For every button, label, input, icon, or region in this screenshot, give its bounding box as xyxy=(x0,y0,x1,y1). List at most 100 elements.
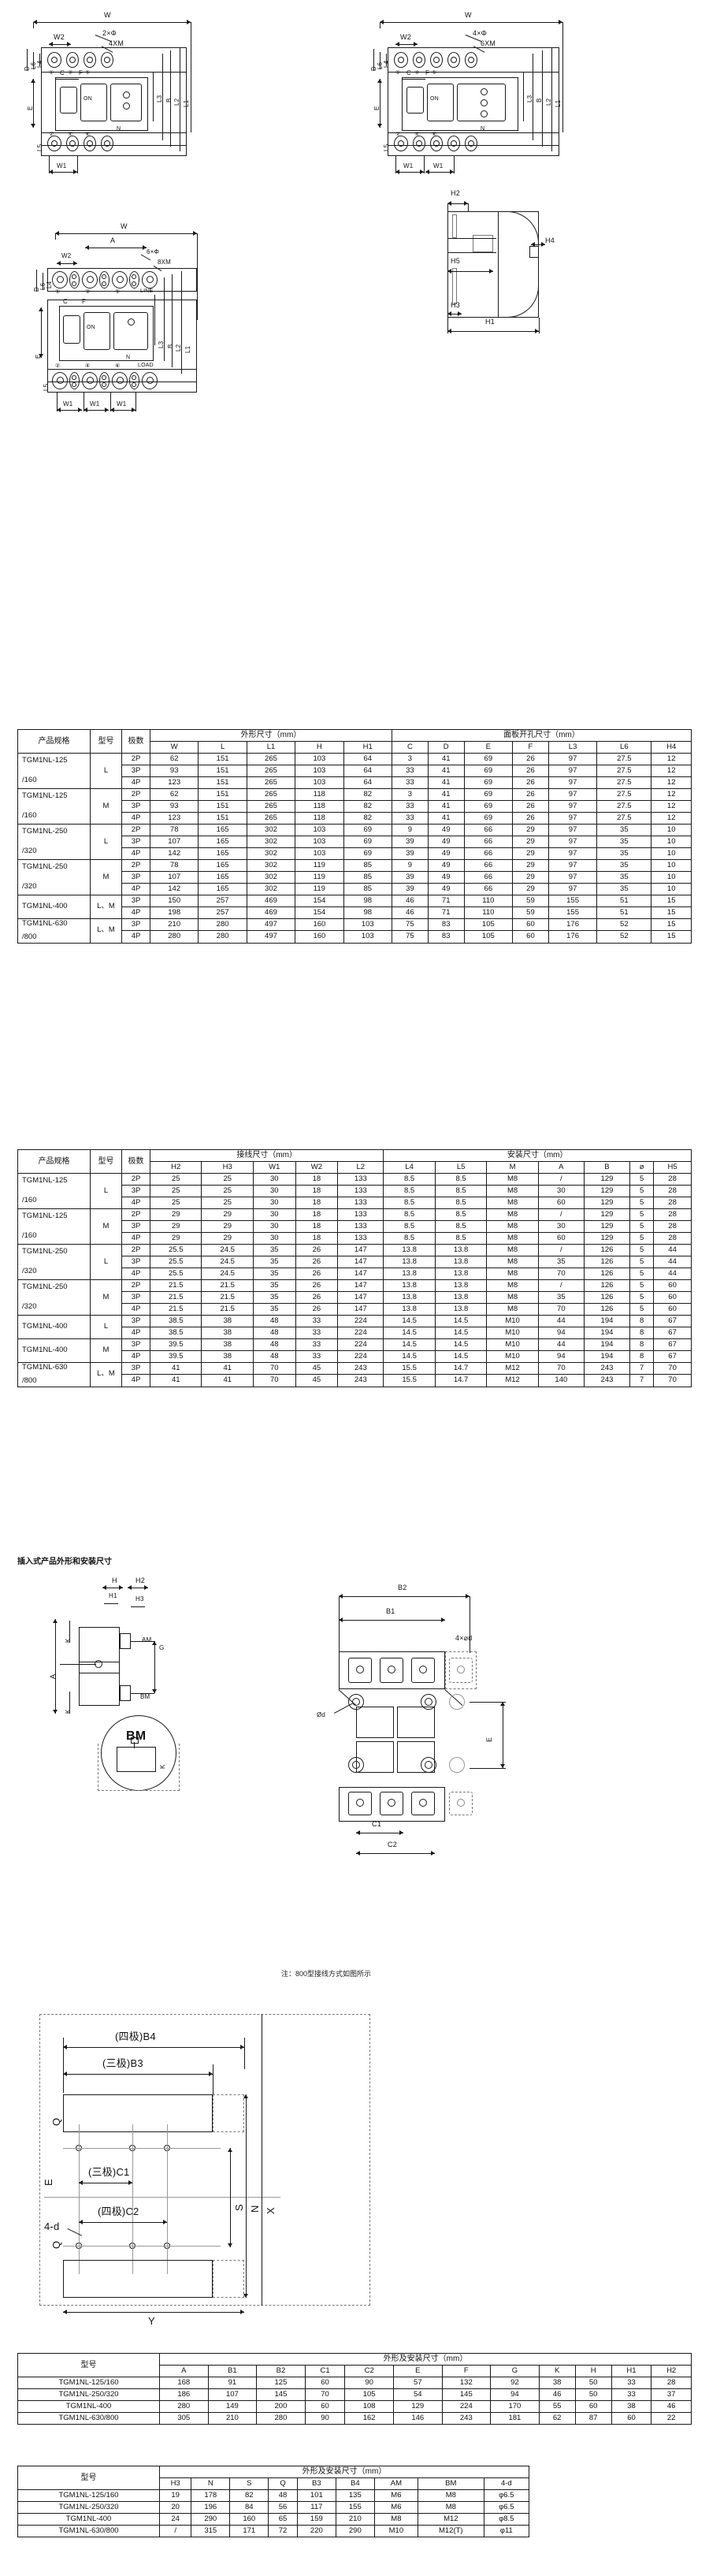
cell-H2: 29 xyxy=(149,1220,202,1233)
col-header-W2: W2 xyxy=(295,1161,339,1174)
cell-L1: 265 xyxy=(246,788,296,801)
cell-H2: 25.5 xyxy=(149,1268,202,1280)
cell-L4: 8.5 xyxy=(383,1185,436,1197)
cell-ø: 5 xyxy=(629,1268,655,1280)
cell-L5: 13.8 xyxy=(434,1291,488,1304)
label-LINE: LINE xyxy=(140,288,154,294)
cell-B2: 125 xyxy=(256,2377,306,2389)
col-header-W1: W1 xyxy=(252,1161,296,1174)
cell-W1: 35 xyxy=(252,1268,296,1280)
col-header-S: S xyxy=(229,2477,269,2490)
cell-H1: 85 xyxy=(343,883,392,895)
dim-W2: W2 xyxy=(61,252,72,259)
cell-H3: 29 xyxy=(201,1220,254,1233)
cell-E: 66 xyxy=(463,859,514,872)
cell-product-spec: TGM1NL-125/160 xyxy=(17,788,91,825)
dim-H2-p: H2 xyxy=(135,1576,145,1584)
cell-L6: 27.5 xyxy=(596,812,652,825)
cell-H3: 20 xyxy=(158,2501,192,2514)
cell-B: 126 xyxy=(583,1279,631,1292)
cell-L1: 265 xyxy=(246,812,296,825)
cell-poles: 3P xyxy=(121,1220,150,1233)
cell-L5: 13.8 xyxy=(434,1256,488,1268)
cell-H: 103 xyxy=(295,753,344,765)
cell-F: 26 xyxy=(512,800,549,813)
cell-C: 39 xyxy=(391,883,429,895)
cell-4-d: φ11 xyxy=(483,2525,530,2537)
cell-C: 39 xyxy=(391,836,429,848)
cell-L2: 133 xyxy=(337,1173,384,1186)
cell-H3: 25 xyxy=(201,1173,254,1186)
cell-L6: 35 xyxy=(596,824,652,836)
col-header-型号: 型号 xyxy=(90,729,122,754)
cell-H4: 10 xyxy=(651,836,692,848)
dim-6x-phi: 6×Φ xyxy=(147,248,160,255)
cell-H: 60 xyxy=(574,2400,612,2413)
cell-poles: 4P xyxy=(121,1303,150,1316)
dim-C2: C xyxy=(63,298,68,305)
cell-L2: 147 xyxy=(337,1303,384,1316)
cell-W1: 30 xyxy=(252,1185,296,1197)
cell-L5: 8.5 xyxy=(434,1185,488,1197)
cell-L3: 155 xyxy=(548,906,598,919)
cell-B: 194 xyxy=(583,1350,631,1363)
cell-L3: 97 xyxy=(548,847,598,860)
cell-H1: 85 xyxy=(343,859,392,872)
table-row: TGM1NL-630/800 L、M 3P 41 41 70 45 243 15.5 14.7 M1… xyxy=(17,1361,692,1387)
cell-L3: 97 xyxy=(548,776,598,789)
cell-ø: 8 xyxy=(629,1350,655,1363)
cell-H5: 60 xyxy=(653,1279,692,1292)
cell-W: 123 xyxy=(149,812,199,825)
cell-L6: 27.5 xyxy=(596,788,652,801)
cell-L2: 133 xyxy=(337,1197,384,1209)
cell-L1: 302 xyxy=(246,836,296,848)
col-header-产品规格: 产品规格 xyxy=(17,729,91,754)
cell-E: 66 xyxy=(463,847,514,860)
cell-B: 129 xyxy=(583,1208,631,1221)
table-row: TGM1NL-250/320 L 2P 25.5 24.5 35 26 147 13.8 13.8… xyxy=(17,1244,692,1280)
dim-G-p: G xyxy=(159,1644,165,1651)
cell-H2: 25 xyxy=(149,1185,202,1197)
cell-W2: 26 xyxy=(295,1244,339,1256)
label-N2: N xyxy=(126,355,131,360)
cell-A: 94 xyxy=(537,1350,585,1363)
cell-N: 196 xyxy=(191,2501,231,2514)
dim-B: B xyxy=(165,98,173,102)
cell-model: TGM1NL-125/160 xyxy=(17,2489,160,2502)
table-row: TGM1NL-250/320 M 2P 21.5 21.5 35 26 147 13.8 13.8… xyxy=(17,1279,692,1316)
cell-A: 168 xyxy=(159,2377,209,2389)
cell-W2: 18 xyxy=(295,1220,339,1233)
col-header-G: G xyxy=(490,2365,540,2377)
drawing-view-terminals-body: E C F ON N L3 B L2 L1 xyxy=(16,271,347,412)
cell-model: TGM1NL-250/320 xyxy=(17,2501,160,2514)
dim-W1: W1 xyxy=(57,162,67,169)
cell-D: 49 xyxy=(427,859,465,872)
cell-B1: 210 xyxy=(207,2412,258,2425)
col-header-H2: H2 xyxy=(651,2365,692,2377)
cell-H: 103 xyxy=(295,824,344,836)
cell-M: M8 xyxy=(486,1291,539,1304)
drawing-view-3p-front: W 2×Φ 4XM W2 ① ③ ⑤ L6 L4 D E xyxy=(16,8,331,177)
cell-L3: 97 xyxy=(548,800,598,813)
cell-BM: M12(T) xyxy=(417,2525,484,2537)
col-header-C1: C1 xyxy=(304,2365,346,2377)
cell-W1: 30 xyxy=(252,1197,296,1209)
cell-B1: 107 xyxy=(207,2388,258,2401)
cell-E: 105 xyxy=(463,918,514,932)
cell-H1: 82 xyxy=(343,800,392,813)
cell-D: 49 xyxy=(427,847,465,860)
cell-ø: 5 xyxy=(629,1256,655,1268)
cell-F: 29 xyxy=(512,871,549,884)
cell-W1: 48 xyxy=(252,1327,296,1339)
cell-L2: 147 xyxy=(337,1291,384,1304)
cell-product-spec: TGM1NL-400 xyxy=(17,895,91,919)
cell-poles: 4P xyxy=(121,1350,150,1363)
cell-C: 46 xyxy=(391,906,429,919)
plate-bar-bottom xyxy=(63,2260,213,2298)
cell-W2: 26 xyxy=(295,1256,339,1268)
table-row: 4P 25.5 24.5 35 26 147 13.8 13.8 M8 70 126 5 44 xyxy=(18,1268,692,1280)
cell-H1: 103 xyxy=(343,918,392,932)
cell-H4: 10 xyxy=(651,847,692,860)
dim-4-d: 4-d xyxy=(44,2220,60,2232)
cell-F: 29 xyxy=(512,824,549,836)
